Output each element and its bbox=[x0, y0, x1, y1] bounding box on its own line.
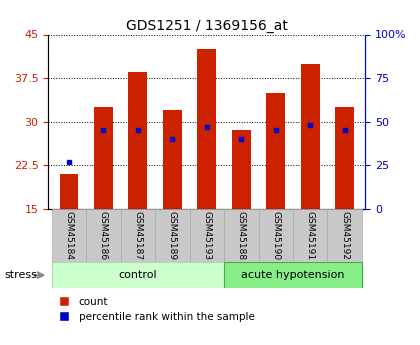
Text: GSM45186: GSM45186 bbox=[99, 211, 108, 260]
Bar bbox=[224, 209, 259, 262]
Bar bbox=[266, 92, 285, 209]
Bar bbox=[129, 72, 147, 209]
Text: GSM45193: GSM45193 bbox=[202, 211, 211, 260]
Bar bbox=[86, 209, 121, 262]
Text: GSM45191: GSM45191 bbox=[306, 211, 315, 260]
Text: GSM45187: GSM45187 bbox=[134, 211, 142, 260]
Bar bbox=[94, 107, 113, 209]
Text: control: control bbox=[118, 270, 157, 280]
Bar bbox=[52, 262, 224, 288]
Bar bbox=[259, 209, 293, 262]
Bar bbox=[121, 209, 155, 262]
Bar bbox=[232, 130, 251, 209]
Bar bbox=[155, 209, 189, 262]
Bar bbox=[52, 209, 86, 262]
Bar bbox=[197, 49, 216, 209]
Bar bbox=[60, 174, 79, 209]
Text: GSM45192: GSM45192 bbox=[340, 211, 349, 260]
Legend: count, percentile rank within the sample: count, percentile rank within the sample bbox=[53, 297, 255, 322]
Bar bbox=[328, 209, 362, 262]
Bar bbox=[293, 209, 328, 262]
Bar bbox=[163, 110, 182, 209]
Text: acute hypotension: acute hypotension bbox=[241, 270, 345, 280]
Text: stress: stress bbox=[4, 270, 37, 280]
Bar bbox=[335, 107, 354, 209]
Text: GSM45188: GSM45188 bbox=[237, 211, 246, 260]
Bar bbox=[301, 63, 320, 209]
Bar bbox=[189, 209, 224, 262]
Text: GSM45184: GSM45184 bbox=[65, 211, 73, 260]
Text: GSM45190: GSM45190 bbox=[271, 211, 280, 260]
Text: GSM45189: GSM45189 bbox=[168, 211, 177, 260]
Bar bbox=[224, 262, 362, 288]
Title: GDS1251 / 1369156_at: GDS1251 / 1369156_at bbox=[126, 19, 288, 33]
